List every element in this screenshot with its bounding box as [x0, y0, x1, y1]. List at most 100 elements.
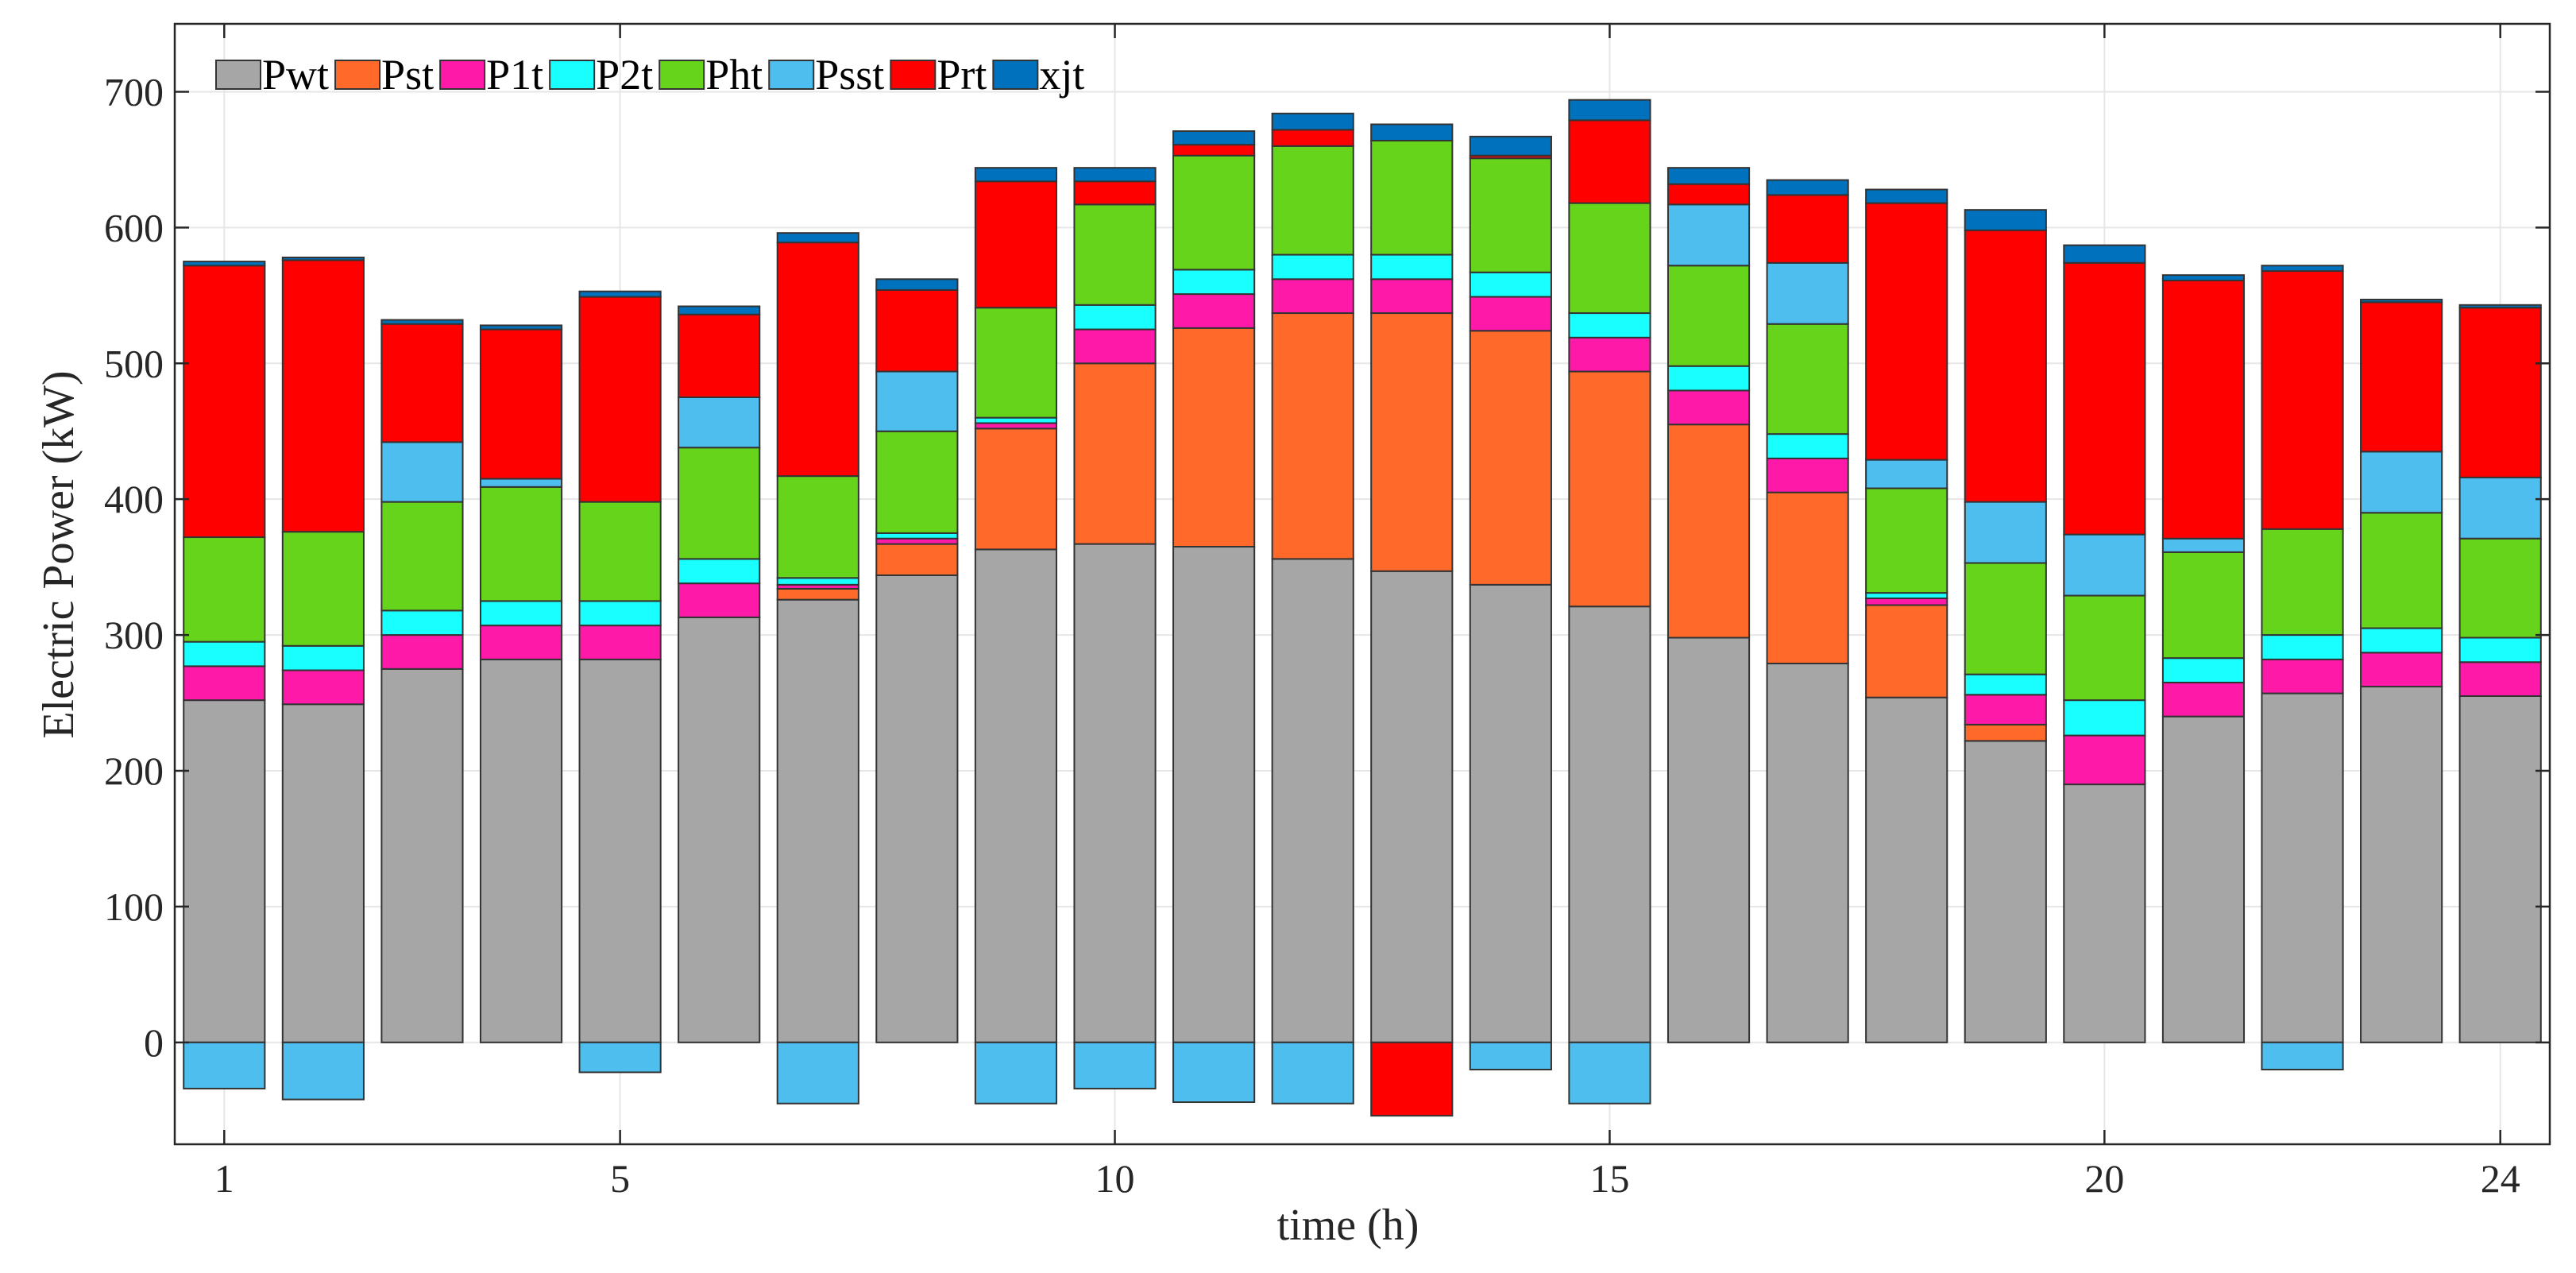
bar-p1t-h22 — [2261, 658, 2344, 695]
y-tick-label: 300 — [104, 613, 164, 657]
bar-pwt-h12 — [1271, 558, 1354, 1043]
y-tick-label: 500 — [104, 341, 164, 385]
bar-pst-h7 — [776, 587, 859, 601]
legend-swatch-xjt — [992, 60, 1039, 90]
bar-psst-h1 — [183, 1041, 266, 1089]
bar-p2t-h15 — [1568, 312, 1651, 339]
x-tick-label: 10 — [1095, 1156, 1135, 1201]
bar-p2t-h23 — [2360, 627, 2443, 654]
legend-label-xjt: xjt — [1039, 51, 1084, 99]
bar-pwt-h14 — [1469, 583, 1552, 1043]
bar-pst-h15 — [1568, 370, 1651, 608]
bar-xjt-h17 — [1766, 179, 1849, 196]
bar-p1t-h13 — [1370, 278, 1454, 315]
bar-prt-h5 — [578, 296, 662, 503]
x-tick-label: 20 — [2084, 1156, 2124, 1201]
bar-p1t-h1 — [183, 665, 266, 702]
bar-xjt-h15 — [1568, 99, 1651, 122]
bar-pwt-h2 — [281, 703, 365, 1043]
bar-p2t-h13 — [1370, 253, 1454, 281]
bar-xjt-h22 — [2261, 265, 2344, 273]
bar-prt-h6 — [678, 313, 761, 398]
legend-label-pht: Pht — [705, 51, 763, 99]
legend-label-psst: Psst — [815, 51, 884, 99]
bar-psst-h18 — [1865, 459, 1948, 489]
bar-pwt-h19 — [1964, 740, 2047, 1043]
bar-pwt-h11 — [1172, 546, 1256, 1043]
bar-psst-h20 — [2063, 533, 2146, 597]
x-tick-label: 5 — [610, 1156, 630, 1201]
bar-xjt-h1 — [183, 261, 266, 267]
bar-pht-h7 — [776, 475, 859, 579]
bar-prt-h21 — [2161, 280, 2246, 540]
bar-prt-h4 — [479, 328, 563, 480]
bar-psst-h7 — [776, 1041, 859, 1105]
bar-pht-h23 — [2360, 512, 2443, 629]
bar-prt-h2 — [281, 259, 365, 533]
bar-psst-h3 — [380, 441, 464, 503]
bar-psst-h19 — [1964, 501, 2047, 564]
bar-pwt-h22 — [2261, 692, 2344, 1043]
bar-psst-h8 — [875, 370, 959, 432]
bar-xjt-h21 — [2161, 274, 2246, 282]
bar-p2t-h7 — [776, 577, 859, 586]
bar-pwt-h9 — [974, 548, 1058, 1043]
bar-p2t-h22 — [2261, 634, 2344, 660]
bar-pht-h16 — [1666, 265, 1751, 367]
bar-p2t-h24 — [2458, 636, 2542, 664]
x-axis-title: time (h) — [1277, 1201, 1419, 1250]
bar-pwt-h24 — [2458, 695, 2542, 1043]
bar-pwt-h3 — [380, 667, 464, 1043]
legend: Pwt Pst P1t P2t Pht Psst Prt xjt — [215, 51, 1084, 99]
bar-p2t-h21 — [2161, 657, 2246, 683]
bar-pht-h19 — [1964, 562, 2047, 675]
bar-p2t-h9 — [974, 416, 1058, 424]
bar-p1t-h19 — [1964, 694, 2047, 725]
bar-xjt-h14 — [1469, 135, 1552, 157]
x-tick-label: 24 — [2481, 1156, 2520, 1201]
legend-swatch-p2t — [549, 60, 596, 90]
bar-pwt-h18 — [1865, 696, 1948, 1043]
y-tick-label: 400 — [104, 477, 164, 521]
bar-p1t-h10 — [1073, 328, 1157, 365]
bar-p2t-h8 — [875, 532, 959, 540]
bar-p1t-h17 — [1766, 457, 1849, 493]
bar-pst-h14 — [1469, 330, 1552, 586]
bar-prt-h16 — [1666, 183, 1751, 206]
bar-pwt-h4 — [479, 658, 563, 1043]
bar-xjt-h18 — [1865, 188, 1948, 204]
bar-pht-h10 — [1073, 203, 1157, 306]
bar-psst-h24 — [2458, 476, 2542, 540]
bar-prt-h22 — [2261, 270, 2344, 530]
y-tick-label: 0 — [144, 1020, 164, 1065]
legend-label-prt: Prt — [937, 51, 987, 99]
bar-xjt-h2 — [281, 256, 365, 261]
bar-p1t-h12 — [1271, 278, 1354, 315]
legend-swatch-psst — [768, 60, 815, 90]
bar-xjt-h6 — [678, 305, 761, 315]
bar-pwt-h20 — [2063, 784, 2146, 1043]
bar-xjt-h13 — [1370, 123, 1454, 141]
bar-xjt-h10 — [1073, 167, 1157, 183]
bar-pht-h12 — [1271, 145, 1354, 256]
bar-xjt-h9 — [974, 167, 1058, 183]
bar-pht-h18 — [1865, 487, 1948, 594]
bar-pht-h17 — [1766, 323, 1849, 435]
bar-p2t-h1 — [183, 640, 266, 667]
bar-psst-h17 — [1766, 261, 1849, 325]
bar-prt-h13 — [1370, 1041, 1454, 1117]
bar-prt-h9 — [974, 180, 1058, 309]
bar-xjt-h3 — [380, 319, 464, 325]
legend-swatch-pwt — [215, 60, 261, 90]
bar-pht-h15 — [1568, 202, 1651, 315]
bar-xjt-h4 — [479, 324, 563, 331]
bar-pwt-h21 — [2161, 715, 2246, 1043]
bar-psst-h9 — [974, 1041, 1058, 1105]
bar-pht-h14 — [1469, 157, 1552, 273]
bar-p1t-h5 — [578, 625, 662, 660]
bar-psst-h14 — [1469, 1041, 1552, 1071]
bar-psst-h5 — [578, 1041, 662, 1074]
bar-prt-h10 — [1073, 180, 1157, 206]
bar-p1t-h3 — [380, 634, 464, 670]
